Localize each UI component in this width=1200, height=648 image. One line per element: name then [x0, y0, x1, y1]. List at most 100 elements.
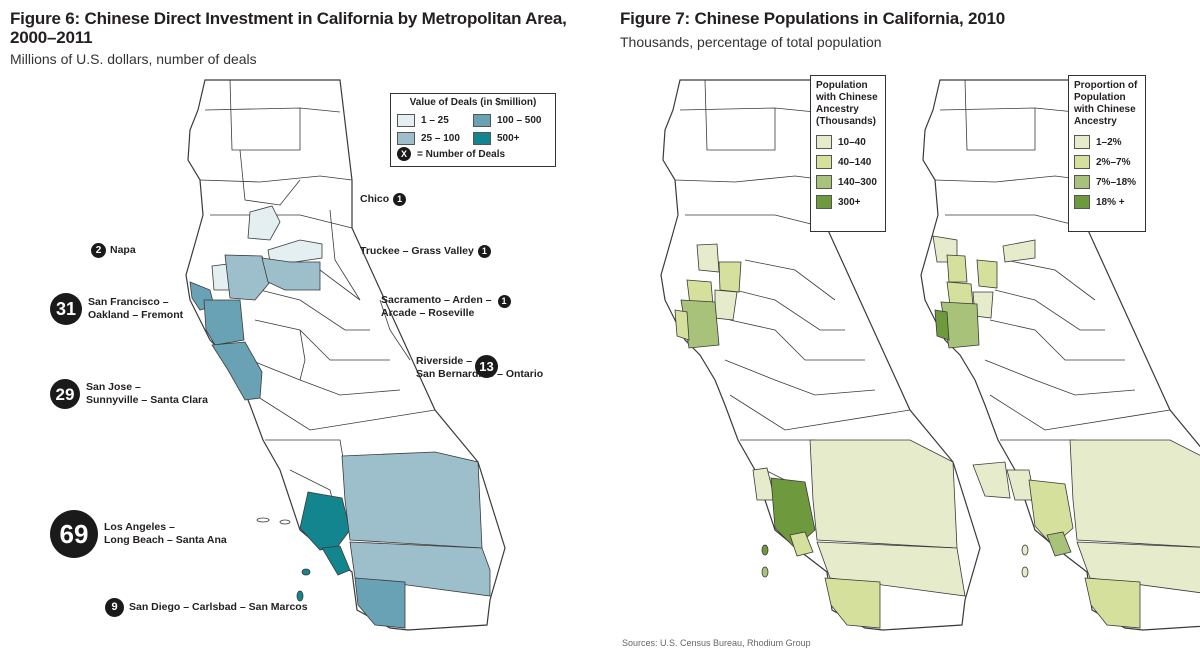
metro-label: San Francisco –: [88, 296, 169, 308]
legend-deals-key: X = Number of Deals: [397, 146, 549, 162]
legend-label: 500+: [497, 132, 520, 144]
legend-swatch: [473, 131, 491, 145]
figure6-title-line2: 2000–2011: [10, 28, 93, 47]
legend-item: 7%–18%: [1074, 172, 1140, 192]
metro-label: Oakland – Fremont: [88, 309, 184, 321]
legend-title-line: Population: [816, 80, 868, 91]
legend-swatch: [816, 195, 832, 209]
legend-label: 10–40: [838, 136, 866, 148]
figure6-map: [185, 79, 506, 631]
figure7-subtitle: Thousands, percentage of total populatio…: [620, 34, 882, 50]
legend-item-100-500: 100 – 500: [473, 112, 549, 128]
figure6-title-line1: Figure 6: Chinese Direct Investment in C…: [10, 9, 567, 28]
figure7-legend-population: Population with Chinese Ancestry (Thousa…: [810, 75, 886, 232]
legend-swatch: [1074, 195, 1090, 209]
legend-label: 2%–7%: [1096, 156, 1131, 168]
legend-title-line: Ancestry: [1074, 116, 1117, 127]
legend-title: Proportion of Population with Chinese An…: [1074, 80, 1140, 128]
figure7-map-population: [660, 79, 981, 631]
legend-label: 300+: [838, 196, 861, 208]
figure6-title: Figure 6: Chinese Direct Investment in C…: [10, 9, 600, 47]
figure7-legend-proportion: Proportion of Population with Chinese An…: [1068, 75, 1146, 232]
legend-title-line: Population: [1074, 92, 1126, 103]
metro-label: San Diego – Carlsbad – San Marcos: [129, 601, 308, 613]
legend-swatch: [816, 175, 832, 189]
figure6-legend: Value of Deals (in $million) 1 – 25 100 …: [390, 93, 556, 167]
legend-swatch: [473, 113, 491, 127]
metro-san-jose: 29 San Jose – Sunnyville – Santa Clara: [50, 379, 208, 409]
legend-label: 25 – 100: [421, 132, 460, 144]
source-note: Sources: U.S. Census Bureau, Rhodium Gro…: [622, 638, 811, 648]
legend-title-line: (Thousands): [816, 116, 876, 127]
deal-count-badge: 1: [393, 193, 407, 206]
metro-label: Long Beach – Santa Ana: [104, 534, 227, 546]
legend-item-25-100: 25 – 100: [397, 130, 473, 146]
legend-label: 18% +: [1096, 196, 1125, 208]
legend-item: 140–300: [816, 172, 880, 192]
county-san-diego: [354, 577, 406, 629]
legend-label: 140–300: [838, 176, 877, 188]
legend-title-line: with Chinese: [1074, 104, 1136, 115]
county-san-bernardino: [341, 451, 483, 549]
figure7-title: Figure 7: Chinese Populations in Califor…: [620, 9, 1006, 28]
legend-label: 100 – 500: [497, 114, 542, 126]
county-bay-area: [203, 299, 245, 346]
legend-item: 10–40: [816, 132, 880, 152]
county-butte: [247, 205, 281, 241]
legend-item-1-25: 1 – 25: [397, 112, 473, 128]
metro-riverside: Riverside – San Bernardino – Ontario 13: [416, 355, 543, 381]
metro-label: Chico: [360, 193, 390, 205]
figure6-legend-title: Value of Deals (in $million): [409, 97, 537, 108]
metro-label: Truckee – Grass Valley: [360, 245, 474, 257]
legend-title-line: Ancestry: [816, 104, 859, 115]
deal-count-badge: 13: [475, 355, 498, 378]
figure7-map-proportion: [920, 79, 1200, 631]
legend-label: 1–2%: [1096, 136, 1122, 148]
metro-los-angeles: 69 Los Angeles – Long Beach – Santa Ana: [50, 510, 227, 558]
legend-swatch: [816, 135, 832, 149]
deal-count-badge: 31: [50, 293, 82, 325]
metro-label: San Jose –: [86, 381, 141, 393]
deal-count-badge: 1: [477, 245, 491, 258]
legend-swatch: [397, 113, 415, 127]
legend-title-line: Proportion of: [1074, 80, 1138, 91]
county-riverside: [349, 541, 491, 597]
legend-label: 40–140: [838, 156, 872, 168]
legend-title-line: with Chinese: [816, 92, 878, 103]
legend-swatch: [1074, 135, 1090, 149]
legend-item-500-plus: 500+: [473, 130, 549, 146]
metro-label: Sacramento – Arden –: [381, 294, 492, 306]
deal-count-badge: 2: [91, 243, 106, 258]
metro-san-diego: 9 San Diego – Carlsbad – San Marcos: [105, 598, 308, 617]
metro-chico: Chico 1: [360, 193, 407, 206]
metro-label: Los Angeles –: [104, 521, 175, 533]
legend-deals-label: = Number of Deals: [417, 148, 506, 160]
metro-san-francisco: 31 San Francisco – Oakland – Fremont: [50, 293, 183, 325]
legend-swatch: [816, 155, 832, 169]
county-placer: [261, 257, 321, 291]
metro-napa: 2 Napa: [91, 243, 136, 258]
metro-label: Sunnyville – Santa Clara: [86, 394, 208, 406]
metro-sacramento: Sacramento – Arden – Arcade – Roseville 1: [381, 294, 511, 320]
county-santa-clara: [211, 341, 263, 401]
deal-count-badge: 9: [105, 598, 124, 617]
legend-item: 40–140: [816, 152, 880, 172]
metro-label: Arcade – Roseville: [381, 307, 475, 319]
county-sacramento-area: [224, 254, 271, 301]
legend-swatch: [397, 131, 415, 145]
legend-item: 2%–7%: [1074, 152, 1140, 172]
legend-label: 7%–18%: [1096, 176, 1137, 188]
deal-count-badge: 69: [50, 510, 98, 558]
deal-count-badge: 1: [497, 295, 511, 308]
legend-label: 1 – 25: [421, 114, 449, 126]
metro-truckee: Truckee – Grass Valley 1: [360, 245, 491, 258]
legend-item: 18% +: [1074, 192, 1140, 212]
metro-label: Riverside –: [416, 355, 473, 367]
figure6-subtitle: Millions of U.S. dollars, number of deal…: [10, 51, 257, 67]
legend-swatch: [1074, 155, 1090, 169]
county-orange: [321, 545, 351, 576]
legend-title: Population with Chinese Ancestry (Thousa…: [816, 80, 880, 128]
legend-item: 1–2%: [1074, 132, 1140, 152]
deal-count-badge: 29: [50, 379, 80, 409]
